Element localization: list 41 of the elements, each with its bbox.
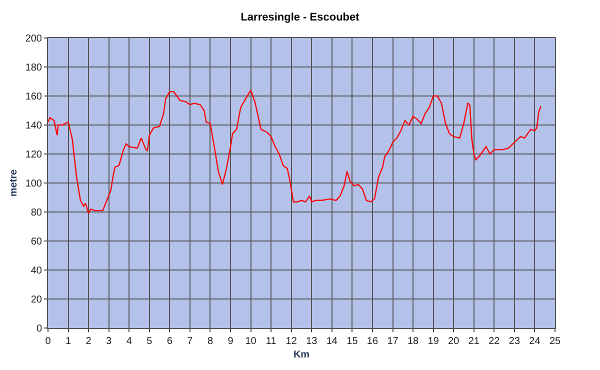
chart-title: Larresingle - Escoubet (240, 12, 360, 24)
y-axis-title: metre (8, 168, 20, 197)
x-tick-label: 7 (187, 336, 194, 347)
x-tick-label: 20 (448, 336, 460, 347)
y-tick-label: 180 (25, 62, 42, 74)
y-tick-label: 60 (30, 236, 42, 248)
x-tick-label: 13 (306, 336, 318, 347)
y-tick-label: 0 (36, 324, 42, 334)
x-tick-label: 0 (45, 336, 52, 347)
x-tick-label: 16 (366, 336, 378, 347)
x-tick-label: 15 (346, 336, 358, 347)
y-tick-label: 40 (30, 266, 42, 276)
line-series (48, 90, 542, 214)
x-tick-label: 8 (207, 336, 214, 347)
x-tick-label: 9 (228, 336, 234, 347)
x-tick-label: 17 (387, 336, 399, 347)
y-tick-label: 160 (25, 92, 42, 102)
y-tick-label: 20 (30, 294, 42, 306)
y-tick-label: 100 (25, 178, 42, 190)
x-tick-label: 3 (106, 336, 112, 347)
x-tick-label: 6 (166, 336, 173, 347)
y-tick-label: 140 (25, 120, 42, 132)
x-tick-label: 5 (146, 336, 153, 347)
y-tick-label: 200 (25, 34, 42, 44)
x-tick-label: 14 (326, 336, 338, 347)
x-tick-label: 18 (407, 336, 420, 347)
y-tick-label: 120 (25, 150, 42, 160)
x-tick-label: 21 (468, 336, 480, 347)
x-axis-title: Km (293, 350, 310, 360)
x-tick-label: 4 (126, 336, 132, 347)
x-tick-label: 19 (428, 336, 440, 347)
x-tick-label: 23 (508, 336, 520, 347)
x-tick-label: 2 (86, 336, 92, 347)
x-tick-label: 12 (286, 336, 298, 347)
x-tick-label: 22 (488, 336, 500, 347)
y-tick-label: 80 (30, 208, 42, 218)
x-tick-label: 11 (266, 336, 277, 347)
x-tick-label: 25 (549, 336, 561, 347)
x-tick-label: 24 (529, 336, 541, 347)
x-tick-label: 1 (66, 336, 72, 347)
x-tick-label: 10 (245, 336, 257, 347)
